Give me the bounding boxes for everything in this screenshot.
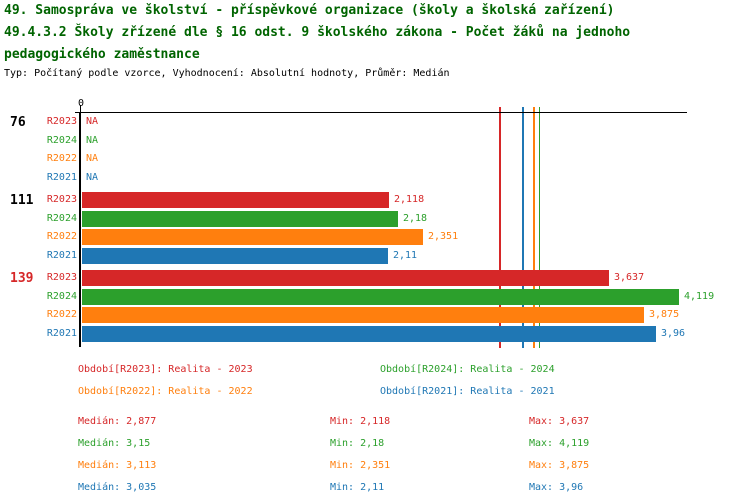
stat-median-R2023: Medián: 2,877 xyxy=(78,416,157,427)
legend-item-R2023: Období[R2023]: Realita - 2023 xyxy=(78,364,253,375)
stat-median-R2024: Medián: 3,15 xyxy=(78,438,151,449)
bar-111-R2021 xyxy=(82,247,388,264)
bar-row-label-R2022: R2022 xyxy=(46,153,77,164)
bar-row-label-R2023: R2023 xyxy=(46,116,77,127)
stat-min-R2022: Min: 2,351 xyxy=(330,460,391,471)
bar-value-label-111-R2022: 2,351 xyxy=(428,231,459,242)
legend-item-R2021: Období[R2021]: Realita - 2021 xyxy=(380,386,555,397)
stat-min-R2021: Min: 2,11 xyxy=(330,482,385,493)
page-title-line-1: 49. Samospráva ve školství - příspěvkové… xyxy=(4,3,615,18)
stat-median-R2021: Medián: 3,035 xyxy=(78,482,157,493)
legend-item-R2024: Období[R2024]: Realita - 2024 xyxy=(380,364,555,375)
bar-na-label-76-R2021: NA xyxy=(86,171,99,183)
chart-subtitle: Typ: Počítaný podle vzorce, Vyhodnocení:… xyxy=(4,68,450,79)
bar-row-label-R2023: R2023 xyxy=(46,272,77,283)
bar-value-label-111-R2024: 2,18 xyxy=(403,212,428,224)
legend-item-R2022: Období[R2022]: Realita - 2022 xyxy=(78,386,253,397)
bar-value-label-139-R2023: 3,637 xyxy=(614,272,645,283)
bar-row-label-R2021: R2021 xyxy=(46,171,77,183)
bar-139-R2024 xyxy=(82,288,679,305)
stat-max-R2024: Max: 4,119 xyxy=(529,438,590,449)
stat-min-R2024: Min: 2,18 xyxy=(330,438,385,449)
median-line-R2021 xyxy=(522,107,524,348)
bar-139-R2023 xyxy=(82,270,609,286)
median-line-R2024 xyxy=(538,107,541,348)
page-title-line-2: 49.4.3.2 Školy zřízené dle § 16 odst. 9 … xyxy=(4,25,631,40)
median-line-R2022 xyxy=(533,107,535,348)
bar-111-R2023 xyxy=(82,192,389,208)
bar-row-label-R2022: R2022 xyxy=(46,231,77,242)
stat-max-R2022: Max: 3,875 xyxy=(529,460,590,471)
bar-value-label-139-R2021: 3,96 xyxy=(661,327,686,339)
bar-value-label-139-R2022: 3,875 xyxy=(649,309,680,320)
bar-row-label-R2024: R2024 xyxy=(46,134,77,146)
bar-value-label-111-R2023: 2,118 xyxy=(394,194,425,205)
median-line-R2023 xyxy=(499,107,501,348)
stat-median-R2022: Medián: 3,113 xyxy=(78,460,157,471)
bar-row-label-R2024: R2024 xyxy=(46,212,77,224)
bar-row-label-R2023: R2023 xyxy=(46,194,77,205)
bar-row-label-R2024: R2024 xyxy=(46,290,77,302)
x-axis-line xyxy=(75,112,687,113)
bar-na-label-76-R2022: NA xyxy=(86,153,99,164)
bar-row-label-R2021: R2021 xyxy=(46,249,77,261)
stat-max-R2023: Max: 3,637 xyxy=(529,416,590,427)
y-axis-line xyxy=(79,113,81,347)
bar-139-R2022 xyxy=(82,307,644,323)
x-axis-zero-tick xyxy=(80,105,81,113)
stat-min-R2023: Min: 2,118 xyxy=(330,416,391,427)
bar-139-R2021 xyxy=(82,325,656,342)
category-label-111: 111 xyxy=(10,193,34,208)
bar-row-label-R2021: R2021 xyxy=(46,327,77,339)
bar-value-label-139-R2024: 4,119 xyxy=(684,290,715,302)
x-axis-zero-tick-label: 0 xyxy=(77,98,85,109)
stat-max-R2021: Max: 3,96 xyxy=(529,482,584,493)
page-title-line-3: pedagogického zaměstnance xyxy=(4,47,200,62)
bar-111-R2022 xyxy=(82,229,423,245)
bar-na-label-76-R2024: NA xyxy=(86,134,99,146)
bar-value-label-111-R2021: 2,11 xyxy=(393,249,418,261)
category-label-139: 139 xyxy=(10,271,34,286)
bar-na-label-76-R2023: NA xyxy=(86,116,99,127)
category-label-76: 76 xyxy=(10,115,26,130)
bar-111-R2024 xyxy=(82,210,398,227)
bar-row-label-R2022: R2022 xyxy=(46,309,77,320)
